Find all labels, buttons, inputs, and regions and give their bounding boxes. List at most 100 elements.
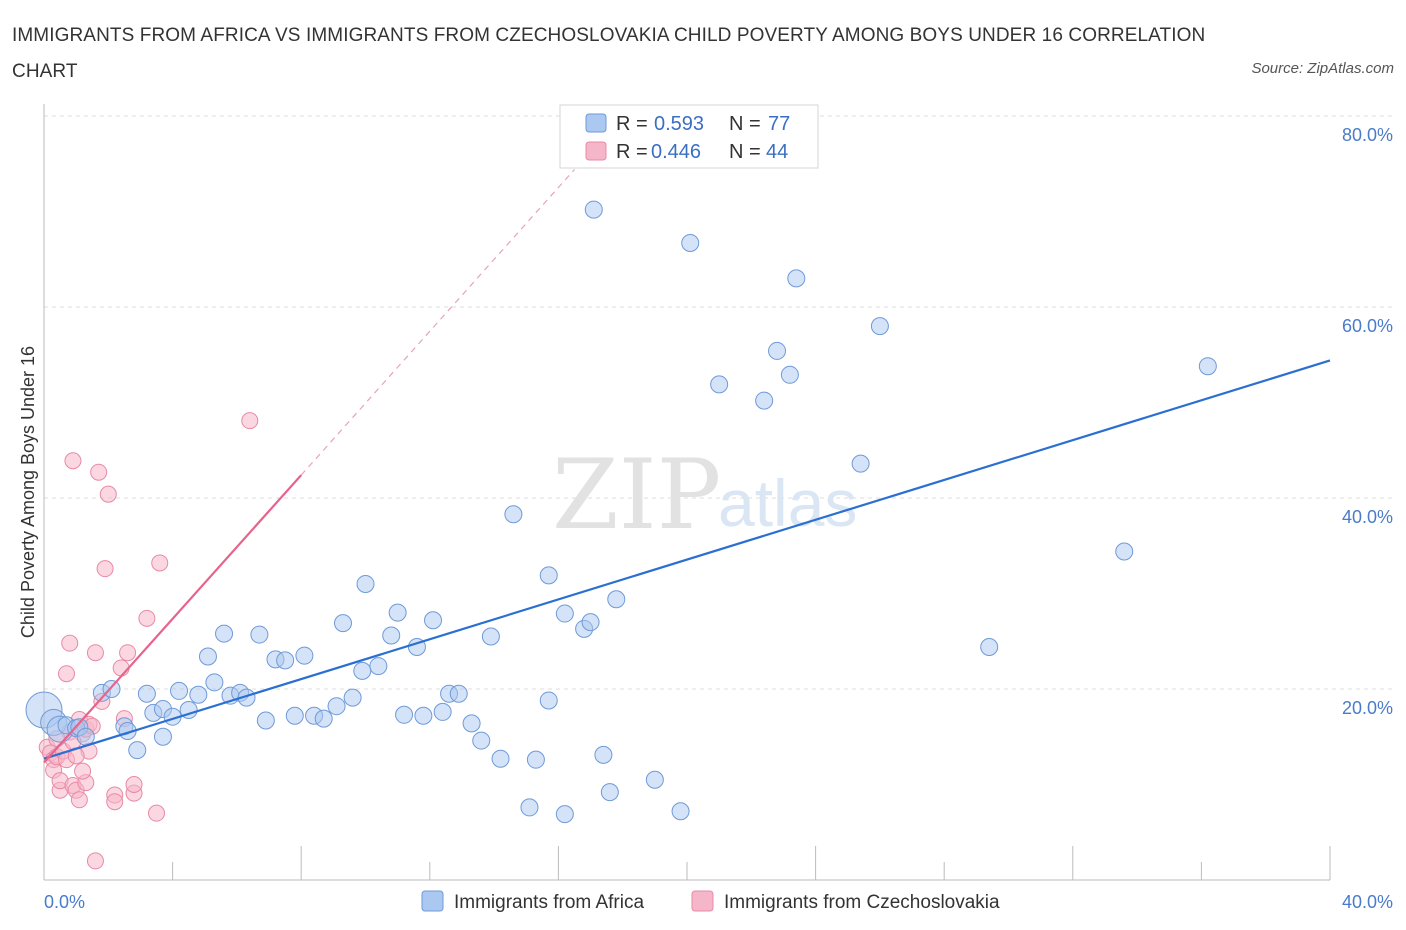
africa-point	[710, 375, 729, 394]
africa-point	[1198, 357, 1217, 376]
africa-point	[369, 657, 388, 676]
africa-point	[1115, 542, 1134, 561]
legend-czech-n-value: 44	[766, 141, 788, 163]
africa-point	[353, 661, 372, 680]
africa-point	[189, 685, 208, 704]
africa-point	[600, 783, 619, 802]
africa-point	[555, 805, 574, 824]
czech-point	[241, 412, 259, 430]
y-tick-label: 80.0%	[1342, 125, 1393, 145]
africa-point	[607, 590, 626, 609]
x-tick-labels: 0.0% 40.0%	[44, 892, 1393, 912]
legend-czech-r-value: 0.446	[651, 141, 701, 163]
czech-point	[74, 762, 92, 780]
africa-point	[504, 505, 523, 524]
africa-point	[388, 603, 407, 622]
bottom-legend-czech-label: Immigrants from Czechoslovakia	[724, 892, 1000, 913]
legend-swatch-africa	[585, 113, 607, 133]
africa-point	[520, 798, 539, 817]
africa-point	[851, 454, 870, 473]
africa-point	[526, 750, 545, 769]
africa-point	[153, 727, 172, 746]
africa-point	[356, 574, 375, 593]
africa-point	[581, 613, 600, 632]
africa-point	[424, 611, 443, 630]
czech-point	[112, 659, 130, 677]
y-tick-label: 60.0%	[1342, 316, 1393, 336]
bottom-legend-swatch-africa	[421, 890, 444, 912]
czech-point	[148, 804, 166, 822]
africa-point	[462, 714, 481, 733]
africa-point	[980, 637, 999, 656]
africa-point	[343, 688, 362, 707]
africa-point	[382, 626, 401, 645]
watermark: ZIP atlas	[552, 439, 857, 551]
africa-point	[481, 627, 500, 646]
africa-point	[327, 697, 346, 716]
africa-point	[276, 651, 295, 670]
africa-trendline	[43, 359, 1331, 760]
chart-title: IMMIGRANTS FROM AFRICA VS IMMIGRANTS FRO…	[12, 25, 1206, 82]
africa-point	[780, 365, 799, 384]
trendlines	[43, 169, 1331, 764]
bottom-legend: Immigrants from Africa Immigrants from C…	[421, 890, 1000, 913]
africa-point	[539, 566, 558, 585]
czech-point	[99, 485, 117, 503]
africa-point	[215, 624, 234, 643]
africa-point	[414, 706, 433, 725]
africa-point	[594, 745, 613, 764]
czech-point	[70, 791, 88, 809]
africa-point	[681, 234, 700, 253]
africa-point	[671, 802, 690, 821]
source-label: Source: ZipAtlas.com	[1251, 60, 1394, 77]
africa-point	[870, 317, 889, 336]
africa-point	[128, 741, 147, 760]
czech-point	[125, 776, 143, 793]
africa-point	[395, 705, 414, 724]
y-tick-label: 20.0%	[1342, 698, 1393, 718]
top-legend: R = 0.593 N = 77 R = 0.446 N = 44	[559, 104, 819, 169]
czech-point	[61, 634, 79, 652]
watermark-zip: ZIP	[552, 439, 721, 551]
africa-point	[755, 391, 774, 410]
czech-point	[58, 665, 76, 683]
africa-point	[449, 684, 468, 703]
africa-point	[205, 673, 224, 692]
czech-trendline	[43, 474, 303, 764]
bottom-legend-swatch-czech	[691, 890, 714, 912]
africa-point	[645, 770, 664, 789]
africa-point	[333, 614, 352, 633]
bottom-legend-africa-label: Immigrants from Africa	[454, 892, 644, 913]
africa-point	[295, 646, 314, 665]
africa-point	[491, 749, 510, 768]
y-tick-label: 40.0%	[1342, 507, 1393, 527]
czech-trendline-extension	[300, 169, 575, 476]
legend-swatch-czech	[585, 141, 607, 161]
africa-point	[256, 711, 275, 730]
africa-point	[539, 691, 558, 710]
africa-point	[555, 604, 574, 623]
africa-point	[76, 727, 95, 746]
africa-point	[137, 684, 156, 703]
legend-czech-r-label: R =	[616, 141, 648, 163]
gridlines	[44, 115, 1392, 690]
legend-africa-r-label: R =	[616, 113, 648, 135]
africa-point	[768, 341, 787, 360]
czech-point	[86, 852, 104, 870]
czech-point	[151, 554, 169, 572]
x-tick-label: 0.0%	[44, 892, 85, 912]
czech-point	[106, 793, 124, 811]
x-tick-label: 40.0%	[1342, 892, 1393, 912]
legend-africa-n-value: 77	[768, 113, 790, 135]
czech-point	[96, 560, 114, 578]
africa-point	[198, 647, 217, 666]
czech-point	[86, 644, 104, 662]
y-tick-labels: 20.0% 40.0% 60.0% 80.0%	[1342, 125, 1393, 718]
czech-point	[138, 609, 156, 627]
czech-point	[119, 644, 137, 662]
africa-point	[170, 681, 189, 700]
africa-point	[472, 731, 491, 750]
czech-point	[90, 463, 108, 481]
africa-point	[314, 709, 333, 728]
